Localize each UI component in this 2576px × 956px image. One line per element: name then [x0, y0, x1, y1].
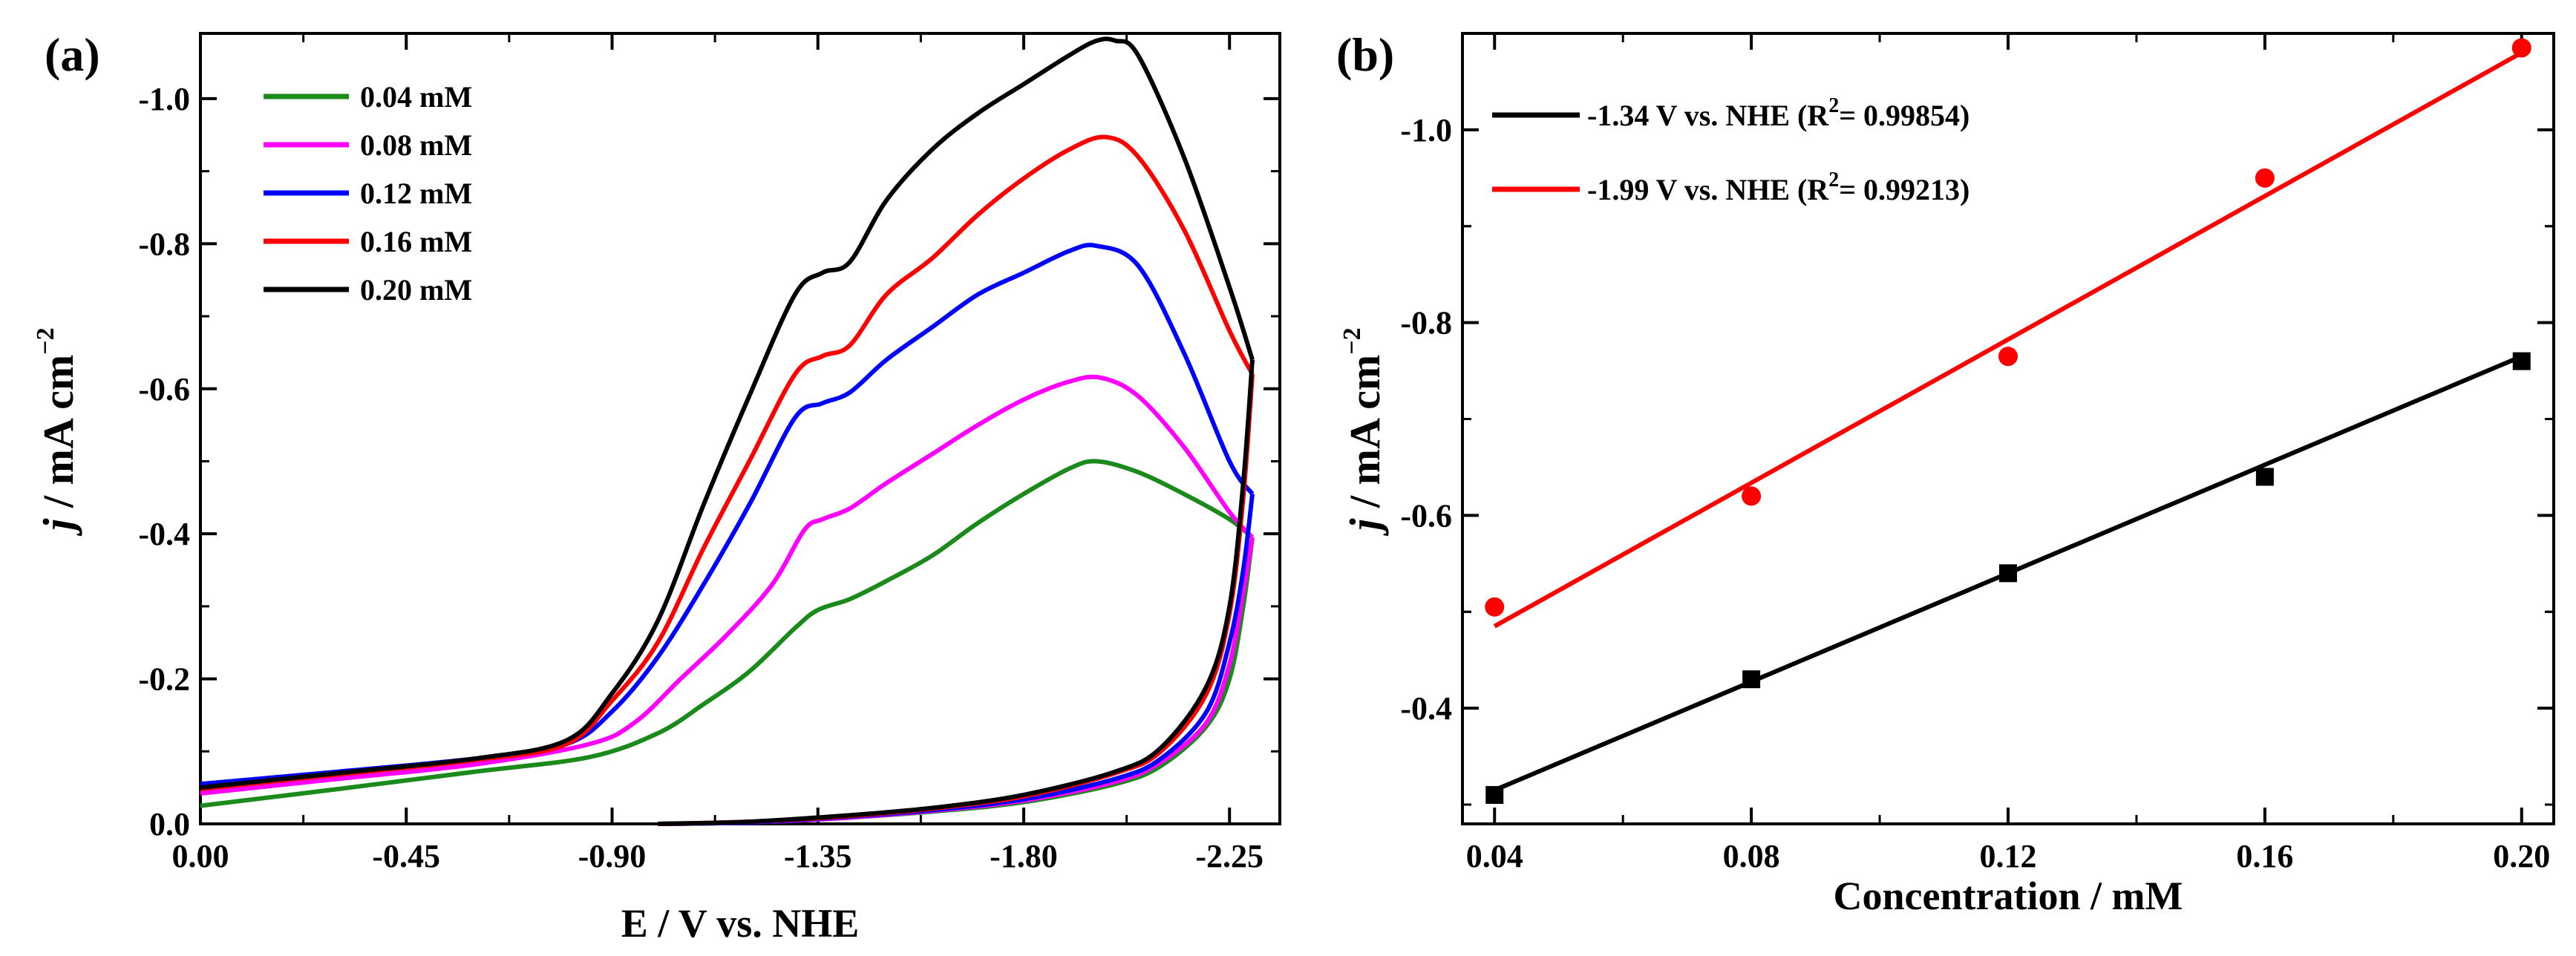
panel-a-curve-0-08-mm — [200, 374, 1255, 796]
panel-b-y-axis-label-symbol: j — [1341, 518, 1389, 537]
panel-b-point-red — [2511, 38, 2531, 58]
panel-a-y-tick-label: -0.4 — [138, 516, 190, 552]
panel-a-x-tick-label: -2.25 — [1195, 838, 1264, 874]
panel-a-y-tick-label: 0.0 — [149, 806, 190, 842]
panel-b-y-axis-label-unit: / mA cm — [1341, 355, 1389, 519]
panel-a-x-tick-label: 0.00 — [172, 838, 229, 874]
panel-b-point-black — [1999, 564, 2017, 583]
panel-b-point-black — [1742, 670, 1761, 689]
panel-a-legend: 0.04 mM 0.08 mM 0.12 mM 0.16 mM 0.20 mM — [264, 80, 472, 307]
panel-a-curve-0-12-mm-reverse — [658, 494, 1255, 826]
panel-a-x-tick-label: -1.35 — [784, 838, 852, 874]
panel-a-curve-0-16-mm — [200, 134, 1255, 792]
legend-superscript: 2 — [1828, 168, 1839, 191]
panel-b-x-tick-label: 0.08 — [1723, 838, 1780, 874]
panel-b-linear-fit-chart: (b) 0.04 0.08 0.12 0.16 0.20 -0.4 -0.6 -0.8 -1.0… — [1336, 28, 2555, 918]
panel-a-legend-label-0-08-mm: 0.08 mM — [360, 128, 472, 162]
panel-a-curve-0-12-mm — [200, 243, 1255, 787]
panel-b-point-black — [2255, 468, 2274, 486]
panel-a-ticks: 0.00 -0.45 -0.90 -1.35 -1.80 -2.25 0.0 -0.2 -0.4… — [138, 33, 1280, 874]
panel-b-point-red — [1485, 597, 1505, 617]
panel-b-y-axis-label: j / mA cm−2 — [1338, 327, 1389, 536]
panel-b-x-tick-label: 0.16 — [2236, 838, 2293, 874]
panel-a-y-axis-label-exponent: −2 — [32, 327, 59, 354]
legend-text: -1.34 V vs. NHE (R — [1587, 99, 1829, 132]
panel-b-legend-label-black: -1.34 V vs. NHE (R2= 0.99854) — [1587, 94, 1969, 132]
panel-b-ticks: 0.04 0.08 0.12 0.16 0.20 -0.4 -0.6 -0.8 -1.0 — [1400, 33, 2554, 874]
panel-a-label: (a) — [45, 28, 100, 81]
panel-a-x-tick-label: -0.45 — [372, 838, 440, 874]
panel-b-x-tick-label: 0.04 — [1466, 838, 1523, 874]
panel-b-legend: -1.34 V vs. NHE (R2= 0.99854)-1.99 V vs.… — [1492, 94, 1969, 206]
panel-b-point-red — [1998, 347, 2018, 367]
panel-b-x-tick-label: 0.12 — [1980, 838, 2037, 874]
legend-text-tail: = 0.99213) — [1839, 173, 1969, 206]
panel-a-curves — [200, 36, 1255, 826]
panel-b-point-red — [1742, 486, 1762, 506]
panel-a-curve-0-08-mm-reverse — [658, 537, 1255, 826]
panel-a-x-tick-label: -1.80 — [990, 838, 1058, 874]
panel-b-plot-frame — [1461, 32, 2555, 825]
panel-a-curve-0-04-mm-reverse — [658, 537, 1255, 826]
legend-superscript: 2 — [1828, 94, 1839, 117]
panel-b-x-tick-label: 0.20 — [2493, 838, 2550, 874]
panel-a-legend-label-0-20-mm: 0.20 mM — [360, 273, 472, 307]
panel-b-label: (b) — [1336, 28, 1394, 81]
panel-a-y-tick-label: -0.8 — [138, 226, 190, 262]
panel-a-curve-0-20-mm — [200, 36, 1255, 790]
panel-b-y-tick-label: -0.6 — [1400, 497, 1452, 534]
legend-text-tail: = 0.99854) — [1839, 99, 1969, 132]
panel-a-legend-label-0-12-mm: 0.12 mM — [360, 177, 472, 210]
panel-a-y-axis-label: j / mA cm−2 — [32, 327, 82, 536]
panel-a-y-tick-label: -0.2 — [138, 661, 190, 698]
panel-a-x-axis-label: E / V vs. NHE — [621, 901, 860, 946]
panel-b-fit-line-red — [1493, 50, 2523, 629]
panel-a-curve-0-20-mm-reverse — [658, 359, 1255, 826]
panel-b-point-red — [2255, 168, 2275, 188]
panel-a-x-tick-label: -0.90 — [578, 838, 647, 874]
panel-b-point-black — [1485, 786, 1504, 805]
panel-b-y-axis-label-exponent: −2 — [1338, 327, 1366, 354]
panel-b-point-black — [2512, 352, 2531, 370]
panel-b-x-axis-label: Concentration / mM — [1834, 874, 2183, 918]
panel-a-curve-0-04-mm — [200, 459, 1254, 808]
panel-b-legend-label-red: -1.99 V vs. NHE (R2= 0.99213) — [1587, 168, 1969, 206]
panel-b-series — [1485, 38, 2531, 805]
legend-text: -1.99 V vs. NHE (R — [1587, 173, 1829, 206]
panel-a-cv-chart: (a) 0.00 -0.45 -0.90 -1.35 -1.80 -2.25 0.0 -0.2… — [32, 28, 1281, 946]
panel-a-y-axis-label-symbol: j — [34, 518, 82, 537]
panel-a-y-axis-label-unit: / mA cm — [34, 355, 82, 519]
panel-a-legend-label-0-04-mm: 0.04 mM — [360, 80, 472, 114]
panel-a-y-tick-label: -0.6 — [138, 371, 190, 407]
panel-b-y-tick-label: -1.0 — [1400, 112, 1452, 148]
panel-a-legend-label-0-16-mm: 0.16 mM — [360, 225, 472, 258]
panel-b-y-tick-label: -0.4 — [1400, 690, 1452, 727]
panel-b-y-tick-label: -0.8 — [1400, 305, 1452, 341]
panel-a-y-tick-label: -1.0 — [138, 81, 190, 117]
